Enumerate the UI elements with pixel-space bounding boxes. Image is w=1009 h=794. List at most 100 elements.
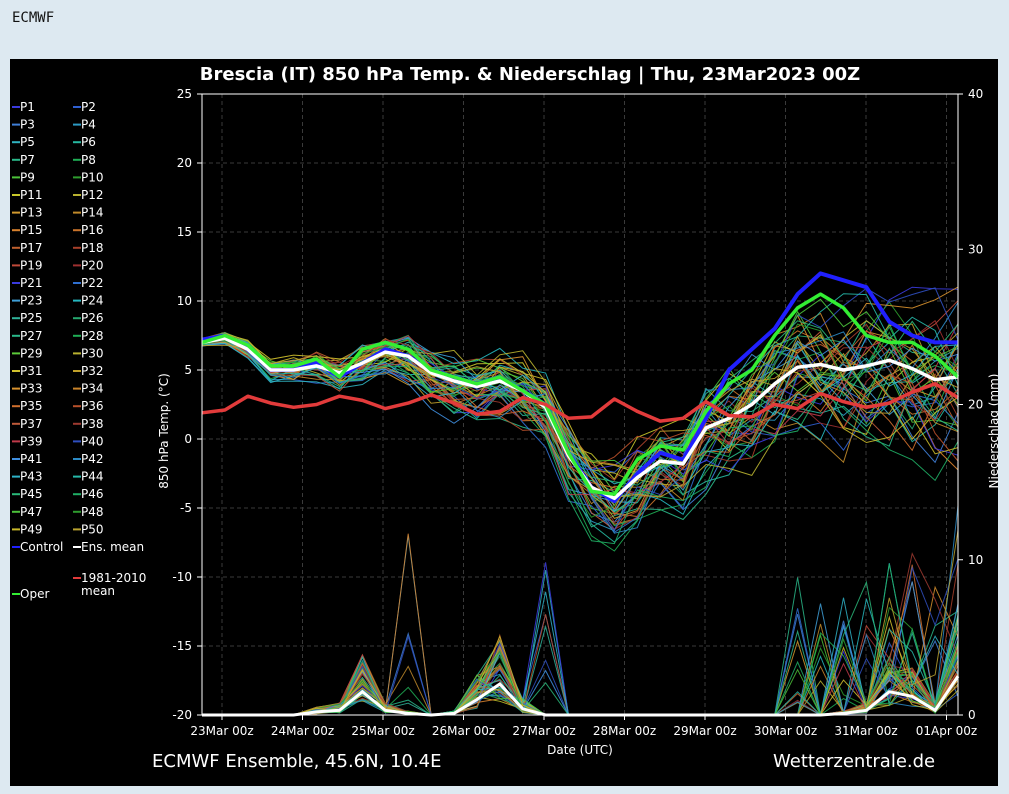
precip-member-line bbox=[202, 605, 959, 716]
legend-label: P22 bbox=[81, 276, 104, 290]
legend-label: P14 bbox=[81, 206, 104, 220]
legend-label: P21 bbox=[20, 276, 43, 290]
y-tick-label: 10 bbox=[177, 294, 192, 308]
legend-label: P30 bbox=[81, 346, 104, 360]
axis-layer: 25 20 15 10 5 0 -5 -10 -15 -20 40 30 20 10 0 23Mar 00z 2… bbox=[172, 87, 983, 738]
precip-member-line bbox=[202, 564, 959, 716]
legend-label: P37 bbox=[20, 417, 43, 431]
legend-label: P32 bbox=[81, 364, 104, 378]
x-tick-label: 31Mar 00z bbox=[834, 724, 897, 738]
meteogram-chart: Brescia (IT) 850 hPa Temp. & Niederschla… bbox=[12, 64, 998, 772]
legend-label: P34 bbox=[81, 382, 104, 396]
precip-member-line bbox=[202, 530, 959, 716]
precip-member-line bbox=[202, 645, 959, 716]
temp-member-line bbox=[201, 336, 959, 524]
temp-member-line bbox=[201, 320, 959, 486]
x-tick-label: 25Mar 00z bbox=[351, 724, 414, 738]
temp-member-line bbox=[201, 286, 959, 510]
legend-label: P36 bbox=[81, 399, 104, 413]
temperature-layer bbox=[201, 271, 960, 552]
x-tick-label: 29Mar 00z bbox=[673, 724, 736, 738]
chart-frame: Brescia (IT) 850 hPa Temp. & Niederschla… bbox=[10, 59, 998, 786]
legend-label: P46 bbox=[81, 487, 104, 501]
x-tick-label: 24Mar 00z bbox=[271, 724, 334, 738]
legend-label: P27 bbox=[20, 329, 43, 343]
legend-label: P31 bbox=[20, 364, 43, 378]
legend-label: P29 bbox=[20, 346, 43, 360]
legend-label: P10 bbox=[81, 170, 104, 184]
series-line-1981-2010-mean bbox=[201, 382, 959, 423]
y2-tick-label: 40 bbox=[968, 87, 983, 101]
precip-member-line bbox=[202, 620, 959, 716]
precip-member-line bbox=[202, 563, 959, 716]
legend-label: P26 bbox=[81, 311, 104, 325]
legend-label: 1981-2010 mean bbox=[81, 571, 146, 598]
precip-member-line bbox=[202, 624, 959, 716]
precip-member-line bbox=[202, 650, 959, 716]
plot-frame bbox=[201, 93, 959, 716]
legend-label: P8 bbox=[81, 153, 96, 167]
legend-label: P3 bbox=[20, 118, 35, 132]
precip-member-line bbox=[202, 598, 959, 716]
legend-label: P1 bbox=[20, 100, 35, 114]
y2-tick-label: 0 bbox=[968, 708, 976, 722]
legend-label: P13 bbox=[20, 206, 43, 220]
legend-label: P50 bbox=[81, 522, 104, 536]
legend-label: P17 bbox=[20, 241, 43, 255]
y2-tick-label: 10 bbox=[968, 553, 983, 567]
precip-member-line bbox=[202, 624, 959, 716]
legend-label: P28 bbox=[81, 329, 104, 343]
legend-label: P18 bbox=[81, 241, 104, 255]
temp-member-line bbox=[201, 319, 959, 528]
footer-model-info: ECMWF Ensemble, 45.6N, 10.4E bbox=[152, 751, 442, 772]
precip-member-line bbox=[202, 558, 959, 716]
footer-source: Wetterzentrale.de bbox=[773, 751, 935, 772]
precip-member-line bbox=[202, 562, 959, 716]
x-tick-label: 28Mar 00z bbox=[593, 724, 656, 738]
legend-label: P12 bbox=[81, 188, 104, 202]
legend-label: P39 bbox=[20, 434, 43, 448]
temp-member-line bbox=[201, 323, 959, 507]
y-tick-label: -5 bbox=[180, 501, 192, 515]
legend-label: P43 bbox=[20, 470, 43, 484]
x-tick-label: 23Mar 00z bbox=[190, 724, 253, 738]
precip-member-line bbox=[202, 620, 959, 716]
legend-label: P20 bbox=[81, 258, 104, 272]
legend: P1 P2 P3 P4 P5 P6 P7 P8 P9 P10 P11 P12 P13 P14 P15 P16 P… bbox=[12, 100, 146, 601]
legend-label: P6 bbox=[81, 135, 96, 149]
legend-label: P44 bbox=[81, 470, 104, 484]
y2-axis-label: Niederschlag (mm) bbox=[987, 374, 998, 489]
legend-label: P38 bbox=[81, 417, 104, 431]
precip-member-line bbox=[202, 563, 959, 716]
legend-label: P41 bbox=[20, 452, 43, 466]
y-axis-label: 850 hPa Temp. (°C) bbox=[157, 373, 171, 489]
temp-member-line bbox=[201, 298, 959, 478]
legend-label: Control bbox=[20, 540, 63, 554]
x-axis-label: Date (UTC) bbox=[547, 743, 613, 757]
legend-label: P5 bbox=[20, 135, 35, 149]
precip-member-line bbox=[202, 626, 959, 716]
x-tick-label: 01Apr 00z bbox=[916, 724, 977, 738]
y2-tick-label: 20 bbox=[968, 398, 983, 412]
precip-member-line bbox=[202, 635, 959, 716]
legend-label: P19 bbox=[20, 258, 43, 272]
temp-member-line bbox=[201, 331, 959, 545]
legend-label: P24 bbox=[81, 294, 104, 308]
y-tick-label: 15 bbox=[177, 225, 192, 239]
chart-title: Brescia (IT) 850 hPa Temp. & Niederschla… bbox=[200, 64, 860, 85]
legend-label: P40 bbox=[81, 434, 104, 448]
y-tick-label: 5 bbox=[184, 363, 192, 377]
legend-label: P42 bbox=[81, 452, 104, 466]
y-tick-label: 20 bbox=[177, 156, 192, 170]
x-tick-label: 26Mar 00z bbox=[432, 724, 495, 738]
temp-member-line bbox=[201, 332, 959, 499]
legend-label: P4 bbox=[81, 118, 96, 132]
y-tick-label: 0 bbox=[184, 432, 192, 446]
legend-label: Oper bbox=[20, 587, 49, 601]
y-tick-label: -15 bbox=[172, 639, 192, 653]
legend-label: P48 bbox=[81, 505, 104, 519]
legend-label: P16 bbox=[81, 223, 104, 237]
precip-member-line bbox=[202, 505, 959, 716]
legend-label: P35 bbox=[20, 399, 43, 413]
legend-label: P11 bbox=[20, 188, 43, 202]
